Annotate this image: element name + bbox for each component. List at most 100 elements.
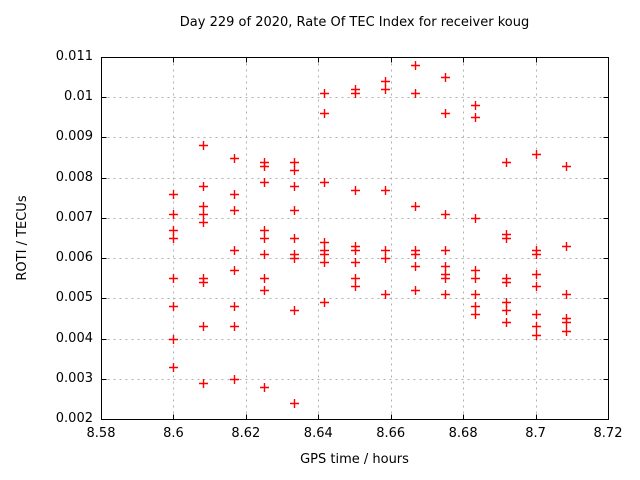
data-point-marker xyxy=(471,266,480,275)
data-point-marker xyxy=(199,322,208,331)
data-point-marker xyxy=(260,383,269,392)
x-tick-label: 8.7 xyxy=(525,426,546,441)
data-point-marker xyxy=(169,302,178,311)
data-point-marker xyxy=(502,278,511,287)
data-point-marker xyxy=(532,331,541,340)
data-point-marker xyxy=(471,113,480,122)
data-point-marker xyxy=(471,310,480,319)
data-point-marker xyxy=(320,109,329,118)
data-point-marker xyxy=(290,182,299,191)
data-point-marker xyxy=(320,298,329,307)
data-point-marker xyxy=(351,258,360,267)
data-point-marker xyxy=(562,318,571,327)
data-point-marker xyxy=(320,250,329,259)
data-point-marker xyxy=(532,282,541,291)
data-point-marker xyxy=(290,399,299,408)
data-point-marker xyxy=(230,190,239,199)
data-point-marker xyxy=(381,246,390,255)
y-tick-label: 0.01 xyxy=(64,89,93,105)
data-point-marker xyxy=(290,166,299,175)
data-point-marker xyxy=(199,141,208,150)
data-point-marker xyxy=(199,278,208,287)
data-point-marker xyxy=(441,73,450,82)
data-point-marker xyxy=(290,206,299,215)
data-point-marker xyxy=(290,158,299,167)
data-point-marker xyxy=(411,286,420,295)
data-point-marker xyxy=(351,246,360,255)
data-point-marker xyxy=(471,274,480,283)
data-point-marker xyxy=(562,290,571,299)
y-tick-label: 0.007 xyxy=(55,209,93,225)
data-point-marker xyxy=(502,298,511,307)
data-point-marker xyxy=(441,262,450,271)
data-point-marker xyxy=(471,302,480,311)
data-point-marker xyxy=(441,109,450,118)
data-point-marker xyxy=(260,226,269,235)
data-point-marker xyxy=(230,266,239,275)
data-point-marker xyxy=(290,306,299,315)
data-point-marker xyxy=(290,234,299,243)
x-tick-label: 8.64 xyxy=(303,426,333,441)
y-tick-label: 0.003 xyxy=(55,370,93,386)
data-point-marker xyxy=(169,363,178,372)
x-tick-label: 8.68 xyxy=(448,426,478,441)
data-point-marker xyxy=(199,202,208,211)
y-tick-label: 0.009 xyxy=(55,129,93,145)
data-point-marker xyxy=(260,178,269,187)
data-point-marker xyxy=(441,274,450,283)
data-point-marker xyxy=(260,162,269,171)
data-point-marker xyxy=(230,322,239,331)
data-point-marker xyxy=(230,206,239,215)
data-point-marker xyxy=(411,250,420,259)
data-point-marker xyxy=(230,246,239,255)
data-point-marker xyxy=(502,158,511,167)
data-point-marker xyxy=(411,202,420,211)
x-tick-label: 8.66 xyxy=(376,426,406,441)
data-point-marker xyxy=(351,274,360,283)
data-point-marker xyxy=(199,182,208,191)
data-point-marker xyxy=(320,258,329,267)
data-point-marker xyxy=(169,335,178,344)
data-point-marker xyxy=(351,186,360,195)
data-point-marker xyxy=(441,246,450,255)
y-tick-label: 0.004 xyxy=(55,330,93,346)
data-point-marker xyxy=(441,210,450,219)
data-point-marker xyxy=(230,154,239,163)
data-point-marker xyxy=(532,150,541,159)
y-tick-label: 0.002 xyxy=(55,411,93,426)
y-tick-label: 0.006 xyxy=(55,250,93,266)
y-axis-label: ROTI / TECUs xyxy=(15,195,30,281)
data-point-marker xyxy=(381,186,390,195)
data-point-marker xyxy=(230,375,239,384)
data-point-marker xyxy=(199,379,208,388)
data-point-marker xyxy=(471,214,480,223)
data-point-marker xyxy=(169,226,178,235)
data-point-marker xyxy=(290,254,299,263)
y-tick-label: 0.011 xyxy=(55,49,93,64)
x-tick-label: 8.72 xyxy=(593,426,623,441)
data-point-marker xyxy=(411,262,420,271)
data-point-marker xyxy=(502,306,511,315)
data-point-marker xyxy=(562,327,571,336)
data-point-marker xyxy=(169,190,178,199)
x-tick-label: 8.62 xyxy=(231,426,261,441)
data-point-marker xyxy=(260,234,269,243)
data-point-marker xyxy=(532,322,541,331)
data-point-marker xyxy=(532,310,541,319)
data-point-marker xyxy=(260,286,269,295)
data-point-marker xyxy=(169,274,178,283)
data-point-marker xyxy=(562,242,571,251)
data-point-marker xyxy=(351,89,360,98)
data-point-marker xyxy=(471,290,480,299)
y-tick-label: 0.005 xyxy=(55,290,93,306)
data-point-marker xyxy=(260,274,269,283)
data-point-marker xyxy=(199,218,208,227)
data-point-marker xyxy=(502,318,511,327)
chart-title: Day 229 of 2020, Rate Of TEC Index for r… xyxy=(179,15,530,30)
data-point-marker xyxy=(230,302,239,311)
data-point-marker xyxy=(199,210,208,219)
data-point-marker xyxy=(502,234,511,243)
data-point-marker xyxy=(532,270,541,279)
